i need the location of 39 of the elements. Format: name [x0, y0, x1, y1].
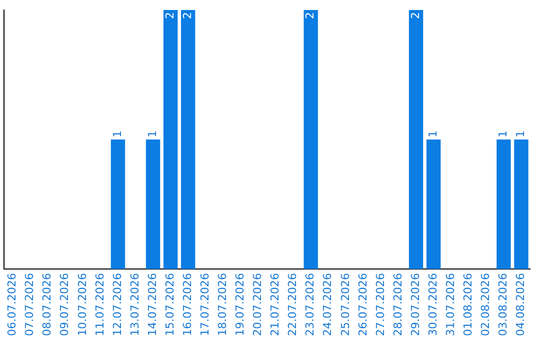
- data-label: 2: [180, 12, 194, 19]
- x-tick-label: 07.07.2026: [23, 273, 36, 336]
- data-label: 1: [146, 130, 159, 138]
- x-tick-label: 17.07.2026: [198, 273, 212, 336]
- data-label: 2: [163, 12, 176, 19]
- x-tick-label: 29.07.2026: [408, 273, 422, 336]
- data-label: 1: [426, 130, 440, 138]
- x-tick-label: 06.07.2026: [6, 273, 19, 336]
- x-tick-label: 20.07.2026: [251, 273, 264, 336]
- x-tick-label: 30.07.2026: [426, 273, 440, 336]
- x-tick-label: 23.07.2026: [304, 273, 317, 336]
- data-label: 1: [496, 130, 510, 138]
- x-tick-label: 03.08.2026: [496, 273, 510, 336]
- x-tick-label: 11.07.2026: [93, 273, 106, 336]
- x-tick-label: 28.07.2026: [391, 273, 404, 336]
- x-tick-label: 31.07.2026: [444, 273, 457, 336]
- x-tick-label: 12.07.2026: [110, 273, 124, 336]
- x-tick-label: 18.07.2026: [216, 273, 230, 336]
- x-tick-label: 21.07.2026: [268, 273, 282, 336]
- x-tick-label: 19.07.2026: [234, 273, 247, 336]
- x-tick-label: 27.07.2026: [374, 273, 387, 336]
- x-tick-label: 22.07.2026: [286, 273, 300, 336]
- x-tick-label: 15.07.2026: [163, 273, 176, 336]
- x-tick-label: 02.08.2026: [479, 273, 492, 336]
- x-tick-label: 16.07.2026: [180, 273, 194, 336]
- x-tick-label: 14.07.2026: [146, 273, 159, 336]
- data-label: 2: [408, 12, 422, 19]
- x-tick-label: 08.07.2026: [40, 273, 54, 336]
- x-tick-label: 01.08.2026: [461, 273, 474, 336]
- data-label: 2: [304, 12, 317, 19]
- x-tick-label: 10.07.2026: [76, 273, 89, 336]
- data-label: 1: [110, 130, 124, 138]
- x-tick-label: 25.07.2026: [338, 273, 352, 336]
- x-tick-label: 24.07.2026: [321, 273, 334, 336]
- x-tick-label: 13.07.2026: [128, 273, 142, 336]
- x-tick-label: 09.07.2026: [58, 273, 72, 336]
- x-tick-label: 26.07.2026: [356, 273, 370, 336]
- data-label: 1: [514, 130, 528, 138]
- x-tick-label: 04.08.2026: [514, 273, 528, 336]
